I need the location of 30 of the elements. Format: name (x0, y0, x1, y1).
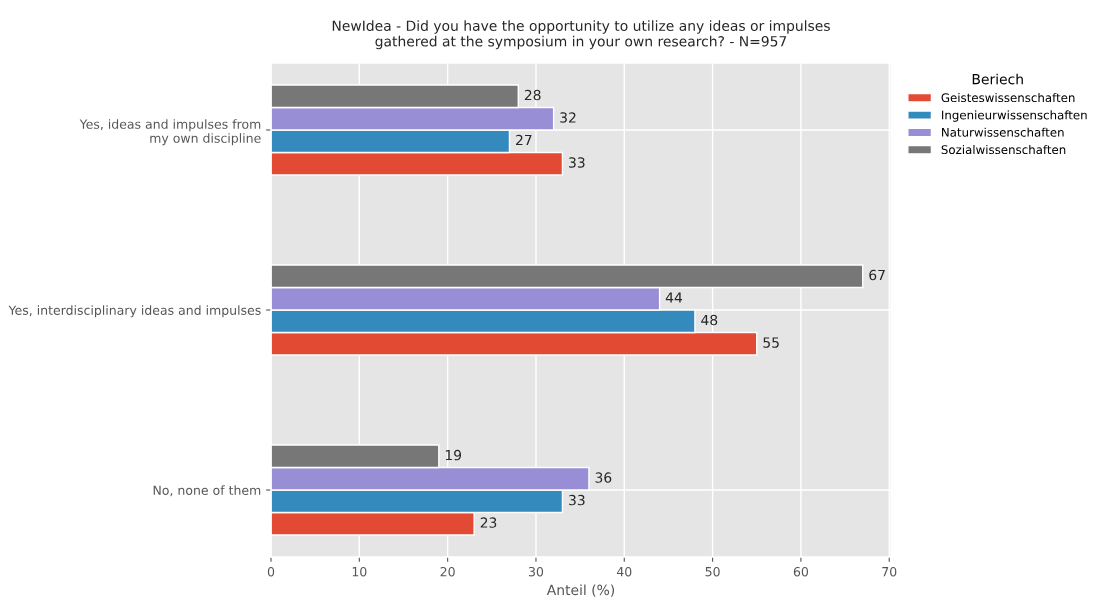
x-tick-label: 50 (705, 566, 720, 577)
data-label: 44 (665, 292, 683, 303)
x-tick-label: 40 (616, 566, 632, 577)
legend-label: Geisteswissenschaften (941, 92, 1075, 103)
x-tick-label: 20 (440, 566, 455, 577)
legend-title: Beriech (972, 73, 1023, 85)
x-axis-title: Anteil (%) (546, 584, 615, 597)
y-tick-label: Yes, ideas and impulses from my own discipline (79, 119, 261, 146)
chart-title: NewIdea - Did you have the opportunity to utilize any ideas or impulses gathered at the symposium in your own research? - N=957 (332, 20, 830, 50)
legend-label: Sozialwissenschaften (941, 144, 1066, 155)
data-label: 19 (445, 449, 462, 461)
legend-label: Ingenieurwissenschaften (942, 110, 1087, 122)
data-label: 55 (763, 337, 779, 348)
data-label: 67 (869, 269, 885, 281)
x-tick-label: 30 (528, 566, 544, 577)
x-tick-label: 60 (793, 566, 809, 577)
data-label: 33 (569, 494, 585, 506)
x-tick-label: 70 (882, 566, 897, 577)
data-label: 23 (480, 517, 497, 528)
data-label: 48 (701, 314, 718, 326)
data-label: 33 (569, 157, 585, 168)
data-label: 27 (516, 134, 532, 146)
data-label: 36 (595, 472, 612, 483)
x-tick-label: 10 (352, 566, 367, 577)
y-tick-label: Yes, interdisciplinary ideas and impulses (8, 305, 261, 318)
data-label: 32 (560, 112, 576, 123)
data-label: 28 (524, 89, 541, 101)
y-tick-label: No, none of them (153, 485, 261, 497)
x-tick-label: 0 (267, 566, 275, 577)
legend-label: Naturwissenschaften (942, 127, 1064, 137)
